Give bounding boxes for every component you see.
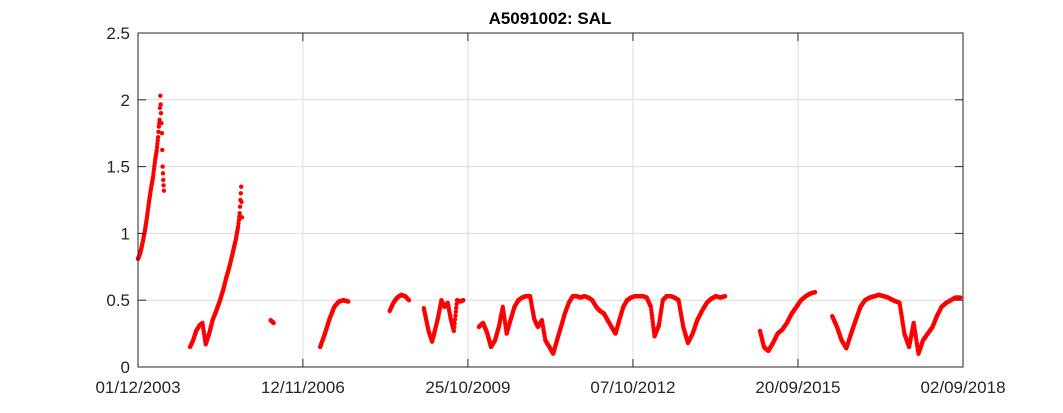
y-tick-label: 0 (121, 358, 130, 377)
data-point (236, 221, 241, 226)
x-tick-label: 25/10/2009 (425, 378, 510, 397)
axes: 0 0.5 1 1.5 2 2.5 01/12/2003 12/11/2006 25/10/20… (95, 24, 1005, 397)
x-tick-label: 07/10/2012 (590, 378, 675, 397)
data-point (155, 141, 160, 147)
data-point (454, 301, 459, 307)
grid-layer (137, 32, 964, 368)
data-point (157, 117, 162, 123)
data-point (451, 328, 457, 334)
y-tick-label: 1.5 (106, 158, 130, 177)
data-point (161, 177, 166, 183)
data-point (160, 171, 166, 176)
data-point (156, 129, 161, 135)
data-point (235, 224, 241, 229)
y-tick-label: 2.5 (106, 24, 130, 43)
chart-title: A5091002: SAL (489, 9, 612, 28)
data-point (155, 138, 160, 143)
plot-frame (137, 32, 964, 368)
data-point (722, 293, 728, 299)
data-point (154, 145, 160, 150)
data-point (239, 199, 244, 205)
data-point (238, 191, 243, 196)
data-point (158, 102, 163, 107)
data-point (158, 110, 164, 116)
data-point (154, 148, 159, 153)
data-point (158, 93, 163, 98)
data-point (452, 324, 457, 330)
x-tick-label: 02/09/2018 (920, 378, 1005, 397)
data-point (159, 131, 165, 136)
data-point (237, 211, 242, 216)
data-point (161, 183, 166, 188)
data-point (156, 124, 162, 129)
data-point (452, 317, 458, 322)
y-tick-label: 1 (121, 224, 130, 243)
data-point (237, 204, 243, 209)
data-point (159, 120, 164, 126)
data-point (239, 215, 245, 220)
data-point (454, 305, 459, 311)
data-point (958, 295, 963, 300)
data-point (157, 105, 163, 111)
y-tick-label: 0.5 (106, 291, 130, 310)
data-point (461, 298, 466, 303)
data-point (236, 217, 242, 223)
data-point (812, 289, 818, 295)
x-tick-label: 01/12/2003 (95, 378, 180, 397)
data-point (406, 298, 412, 303)
x-tick-label: 12/11/2006 (261, 378, 345, 397)
data-point (155, 135, 161, 140)
data-points (135, 93, 963, 356)
data-point (160, 147, 165, 153)
data-point (271, 320, 276, 326)
data-point (452, 321, 457, 326)
data-point (160, 164, 165, 169)
data-point (161, 188, 167, 193)
x-tick-label: 20/09/2015 (755, 378, 840, 397)
data-point (453, 313, 458, 318)
data-point (238, 184, 244, 189)
y-tick-label: 2 (121, 91, 130, 110)
data-point (453, 309, 459, 314)
data-point (346, 299, 351, 304)
